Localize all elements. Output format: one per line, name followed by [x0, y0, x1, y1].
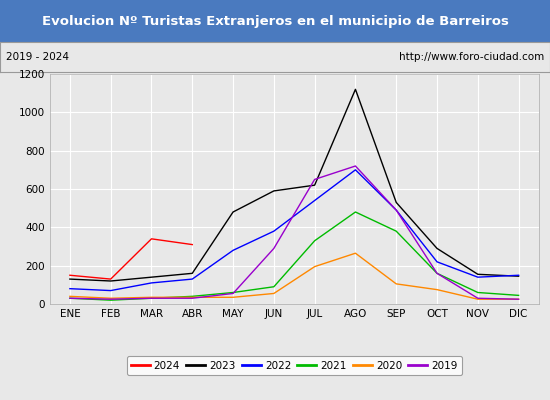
Text: Evolucion Nº Turistas Extranjeros en el municipio de Barreiros: Evolucion Nº Turistas Extranjeros en el …: [42, 14, 508, 28]
Text: 2019 - 2024: 2019 - 2024: [6, 52, 69, 62]
Text: http://www.foro-ciudad.com: http://www.foro-ciudad.com: [399, 52, 544, 62]
Legend: 2024, 2023, 2022, 2021, 2020, 2019: 2024, 2023, 2022, 2021, 2020, 2019: [126, 356, 462, 375]
